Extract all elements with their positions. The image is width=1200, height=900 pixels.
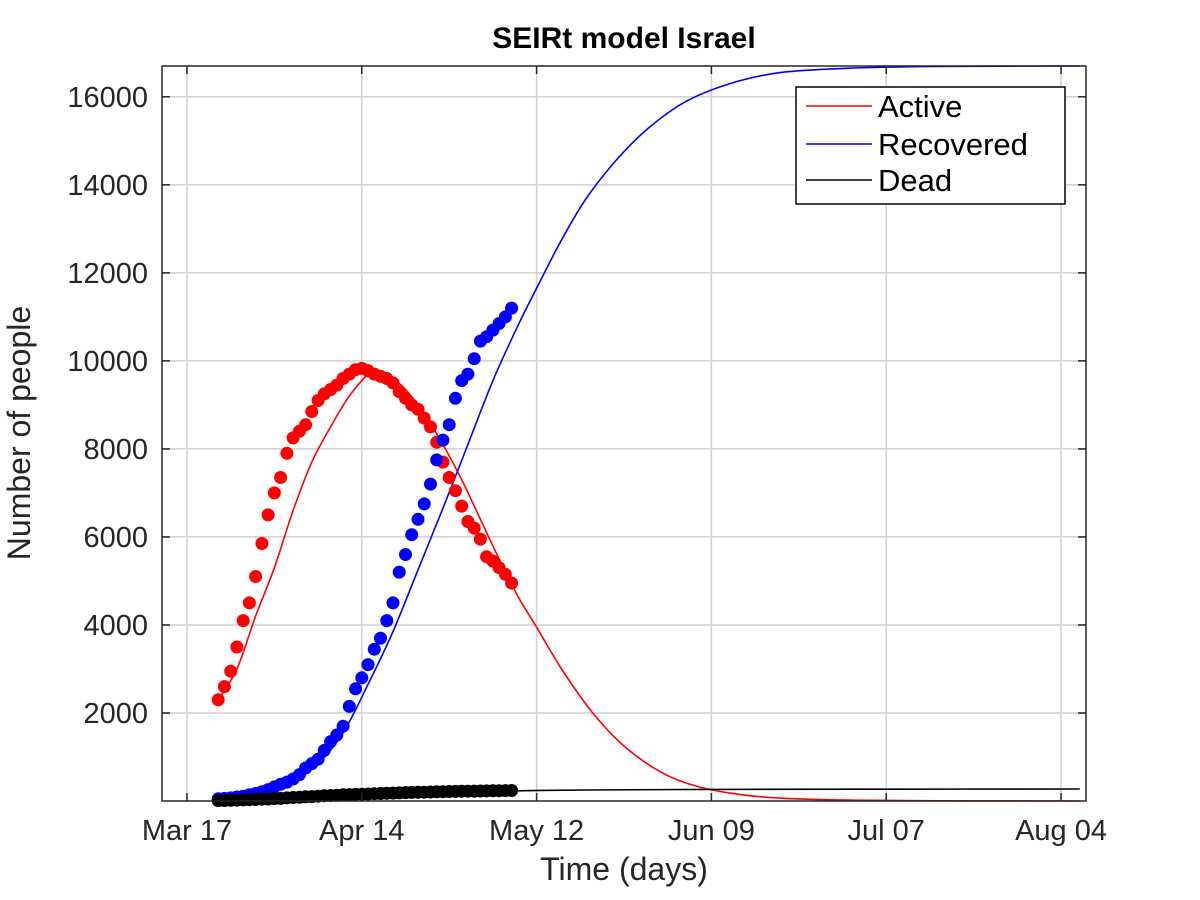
data-point-recovered xyxy=(380,614,394,628)
axis-ticks: Mar 17 Apr 14 May 12 Jun 09 Jul 07 Aug 04 2000… xyxy=(67,66,1107,847)
data-point-recovered xyxy=(417,497,431,511)
data-point-active xyxy=(217,680,231,694)
data-point-active xyxy=(424,420,437,434)
data-point-active xyxy=(255,537,269,550)
legend-label-recovered: Recovered xyxy=(878,127,1028,162)
x-tick-label: Jul 07 xyxy=(848,815,925,847)
data-point-active xyxy=(236,614,250,628)
legend: Active Recovered Dead xyxy=(795,86,1066,205)
chart-title: SEIRt model Israel xyxy=(492,22,755,55)
data-point-recovered xyxy=(355,671,369,685)
data-point-active xyxy=(224,664,238,678)
data-point-recovered xyxy=(361,658,375,672)
x-tick-label: Apr 14 xyxy=(319,815,404,847)
y-tick-label: 16000 xyxy=(67,82,148,114)
data-point-recovered xyxy=(367,642,381,656)
data-point-active xyxy=(455,499,469,513)
data-point-active xyxy=(261,508,275,522)
data-point-active xyxy=(442,471,456,484)
legend-label-active: Active xyxy=(878,89,962,124)
data-point-active xyxy=(249,570,263,583)
data-point-recovered xyxy=(448,391,462,405)
data-point-recovered xyxy=(436,433,450,447)
data-point-active xyxy=(242,596,256,610)
x-tick-label: Mar 17 xyxy=(142,815,232,847)
y-tick-label: 14000 xyxy=(67,170,148,202)
data-point-recovered xyxy=(442,418,456,432)
x-tick-label: Jun 09 xyxy=(668,815,755,847)
data-point-active xyxy=(230,640,244,654)
data-point-recovered xyxy=(461,367,475,381)
points-active xyxy=(211,361,519,707)
data-point-recovered xyxy=(342,699,356,713)
legend-label-dead: Dead xyxy=(878,163,952,198)
data-point-recovered xyxy=(349,682,362,696)
data-point-recovered xyxy=(505,301,519,315)
data-point-active xyxy=(505,576,519,590)
data-point-recovered xyxy=(336,719,350,733)
curve-active xyxy=(217,369,1080,802)
y-tick-label: 8000 xyxy=(83,434,148,466)
data-point-recovered xyxy=(386,596,400,610)
plot-frame xyxy=(161,65,1087,802)
data-point-recovered xyxy=(411,512,425,526)
x-tick-label: Aug 04 xyxy=(1015,815,1107,847)
x-axis-label: Time (days) xyxy=(540,851,708,887)
data-point-active xyxy=(305,405,319,418)
y-tick-label: 10000 xyxy=(67,346,148,378)
data-point-recovered xyxy=(399,548,412,561)
data-point-active xyxy=(274,471,288,484)
data-point-active xyxy=(448,484,462,498)
data-point-dead xyxy=(505,784,519,797)
data-point-recovered xyxy=(430,453,444,467)
data-point-recovered xyxy=(405,528,419,542)
data-point-active xyxy=(299,418,313,432)
data-point-active xyxy=(280,446,294,460)
data-point-active xyxy=(267,486,281,500)
observed-points xyxy=(211,301,519,808)
y-tick-label: 12000 xyxy=(67,258,148,290)
points-dead xyxy=(211,784,519,808)
y-tick-label: 6000 xyxy=(83,522,148,554)
data-point-recovered xyxy=(467,352,481,366)
y-axis-label: Number of people xyxy=(1,306,37,560)
data-point-recovered xyxy=(392,565,406,579)
y-tick-label: 2000 xyxy=(83,698,148,730)
data-point-recovered xyxy=(374,631,387,645)
y-tick-label: 4000 xyxy=(83,610,148,642)
data-point-active xyxy=(211,693,225,707)
data-point-recovered xyxy=(424,477,437,491)
data-point-active xyxy=(467,521,481,535)
x-tick-label: May 12 xyxy=(489,815,584,847)
data-point-active xyxy=(473,532,487,546)
